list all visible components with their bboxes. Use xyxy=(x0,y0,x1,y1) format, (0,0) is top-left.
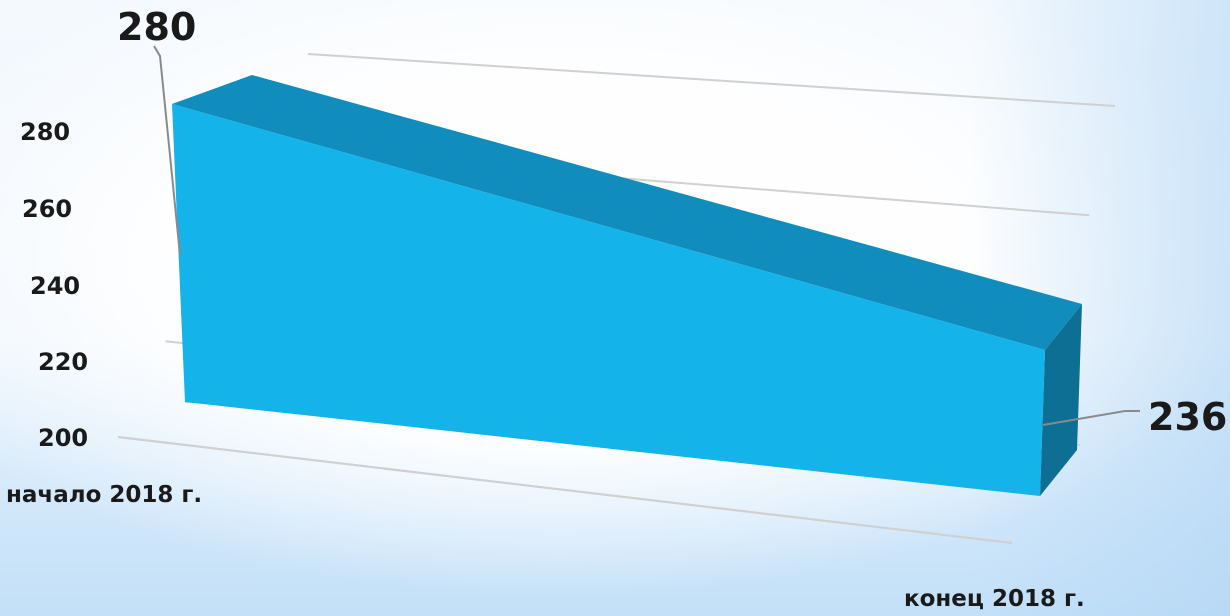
y-tick-label: 260 xyxy=(22,195,72,223)
y-axis: 200 220 240 260 280 xyxy=(20,118,88,452)
area-series xyxy=(172,75,1082,496)
x-category-label: конец 2018 г. xyxy=(904,586,1085,612)
area-front-face xyxy=(172,104,1045,496)
area-side-face xyxy=(1040,304,1082,496)
y-tick-label: 220 xyxy=(38,348,88,376)
leader-line-start xyxy=(153,45,181,256)
area-top-face xyxy=(172,75,1082,350)
x-axis: начало 2018 г. конец 2018 г. xyxy=(6,482,1085,612)
gridline xyxy=(307,53,1116,107)
leader-lines xyxy=(153,45,1140,426)
y-tick-label: 280 xyxy=(20,118,70,146)
data-label-start: 280 xyxy=(117,5,196,49)
floor-edge xyxy=(117,436,1013,544)
data-labels: 280 236 xyxy=(117,5,1227,439)
data-label-end: 236 xyxy=(1148,395,1227,439)
x-category-label: начало 2018 г. xyxy=(6,482,202,508)
y-tick-label: 200 xyxy=(38,424,88,452)
leader-line-end xyxy=(1042,410,1140,426)
y-tick-label: 240 xyxy=(30,272,80,300)
